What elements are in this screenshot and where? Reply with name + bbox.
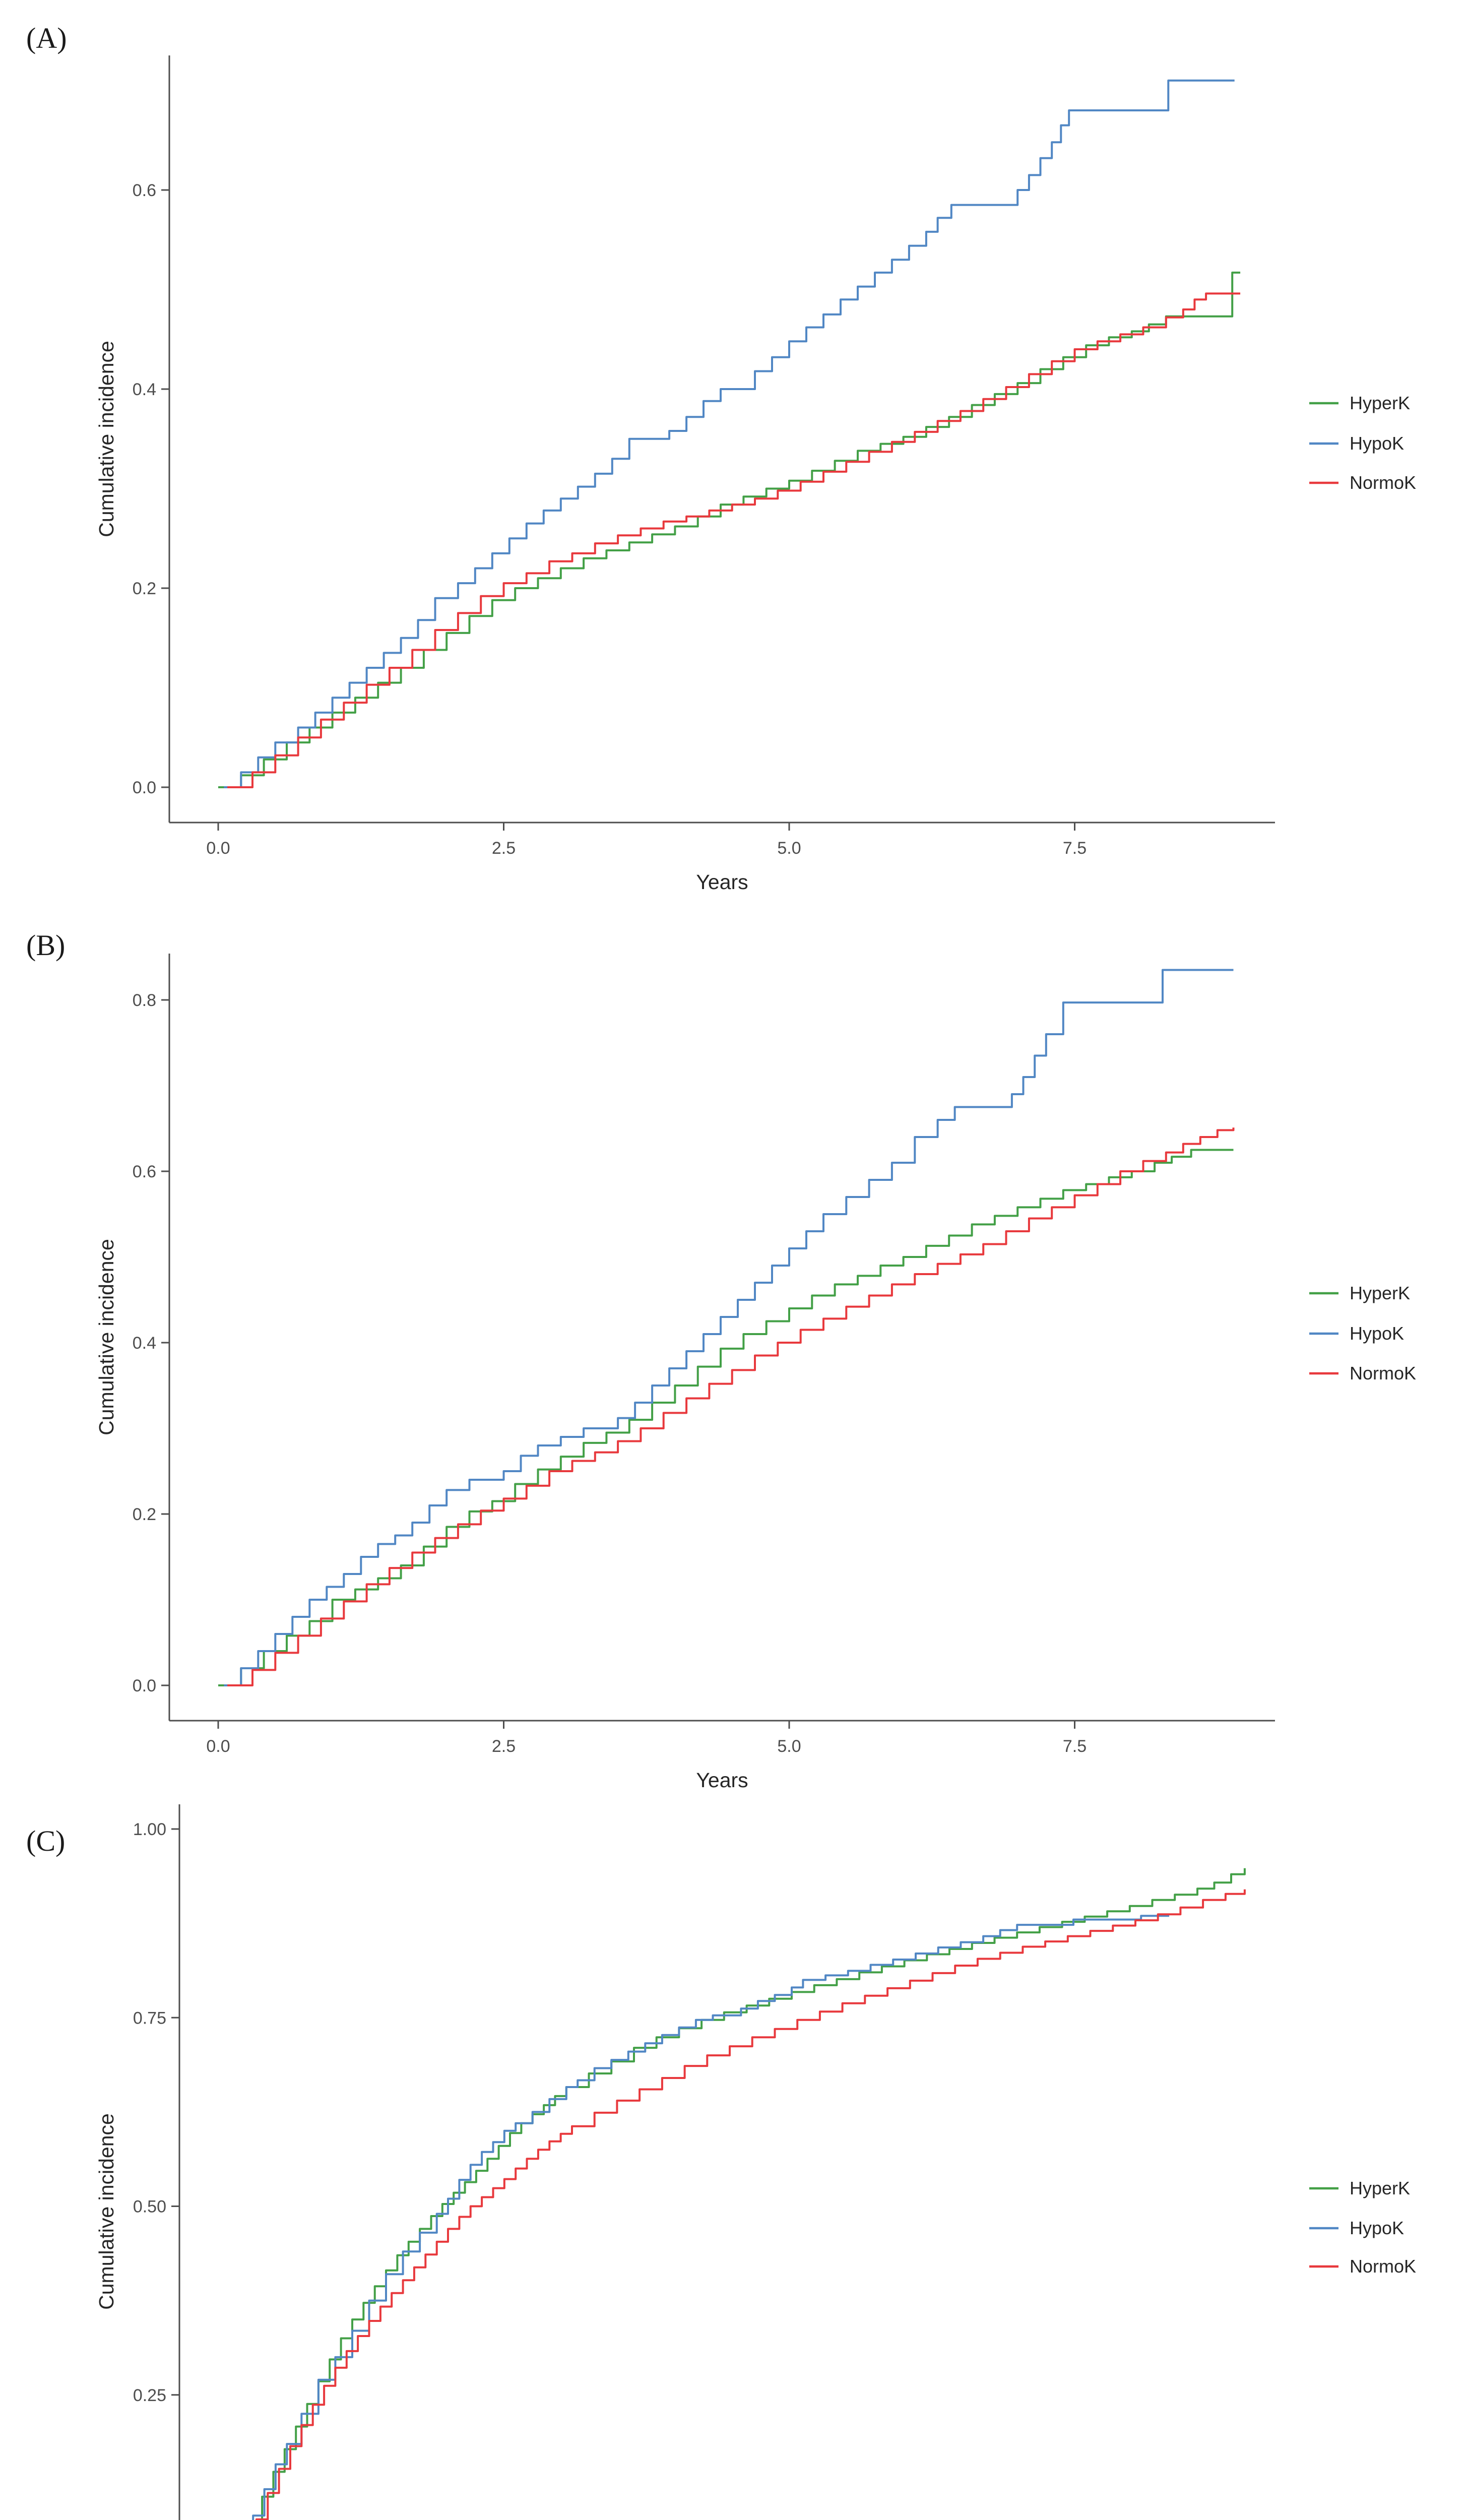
y-axis-title: Cumulative incidence (95, 1239, 118, 1435)
y-tick-label: 0.4 (133, 1334, 156, 1353)
y-tick-label: 0.8 (133, 991, 156, 1010)
series-hypok-curve (252, 1915, 1170, 2520)
x-tick-label: 5.0 (777, 1737, 801, 1756)
legend-label-normok: NormoK (1350, 1363, 1416, 1383)
x-tick-label: 0.0 (206, 1737, 230, 1756)
legend: HyperK HypoK NormoK (1309, 393, 1416, 493)
y-tick-label: 0.50 (133, 2197, 166, 2217)
x-tick-label: 7.5 (1063, 839, 1087, 858)
legend-label-hypok: HypoK (1350, 2218, 1404, 2238)
y-tick-label: 0.0 (133, 778, 156, 797)
series-hyperk-curve (218, 1149, 1234, 1686)
series-normok-curve (255, 1889, 1246, 2520)
panel-label-c: (C) (26, 1824, 65, 1857)
x-tick-label: 2.5 (492, 839, 516, 858)
series-hyperk-curve (218, 271, 1241, 788)
legend-label-hyperk: HyperK (1350, 1283, 1410, 1303)
series-hypok-curve (224, 969, 1234, 1686)
legend-label-normok: NormoK (1350, 472, 1416, 493)
legend-label-hypok: HypoK (1350, 1323, 1404, 1344)
legend-label-hyperk: HyperK (1350, 393, 1410, 413)
panel-a: (A) 0.0 0.2 0.4 0.6 0.0 2.5 5.0 7.5 Years Cumulati… (26, 22, 1416, 894)
series-normok-curve (227, 292, 1241, 788)
y-tick-label: 1.00 (133, 1820, 166, 1839)
y-tick-label: 0.6 (133, 181, 156, 200)
y-tick-label: 0.75 (133, 2008, 166, 2028)
legend-label-normok: NormoK (1350, 2256, 1416, 2277)
y-tick-label: 0.2 (133, 579, 156, 598)
y-tick-label: 0.2 (133, 1505, 156, 1524)
y-tick-label: 0.6 (133, 1162, 156, 1181)
series-hypok-curve (224, 79, 1235, 788)
panel-label-b: (B) (26, 929, 65, 962)
panel-label-a: (A) (26, 22, 67, 54)
legend: HyperK HypoK NormoK (1309, 2178, 1416, 2277)
x-axis-title: Years (696, 1769, 748, 1792)
y-tick-label: 0.4 (133, 380, 156, 399)
y-tick-label: 0.25 (133, 2386, 166, 2405)
x-tick-label: 2.5 (492, 1737, 516, 1756)
x-tick-label: 7.5 (1063, 1737, 1087, 1756)
legend-label-hyperk: HyperK (1350, 2178, 1410, 2198)
y-axis-title: Cumulative incidence (95, 2113, 118, 2310)
x-axis-title: Years (696, 870, 748, 894)
legend-label-hypok: HypoK (1350, 433, 1404, 454)
x-tick-label: 5.0 (777, 839, 801, 858)
legend: HyperK HypoK NormoK (1309, 1283, 1416, 1383)
series-normok-curve (227, 1127, 1235, 1686)
panel-c: (C)0.000.250.500.751.000.02.55.07.5Years… (26, 1804, 1416, 2520)
y-tick-label: 0.0 (133, 1676, 156, 1695)
x-tick-label: 0.0 (206, 839, 230, 858)
series-hyperk-curve (261, 1868, 1246, 2520)
panel-b: (B) 0.0 0.2 0.4 0.6 0.8 0.0 2.5 5.0 7.5 Years Cumul… (26, 929, 1416, 1792)
y-axis-title: Cumulative incidence (95, 341, 118, 537)
